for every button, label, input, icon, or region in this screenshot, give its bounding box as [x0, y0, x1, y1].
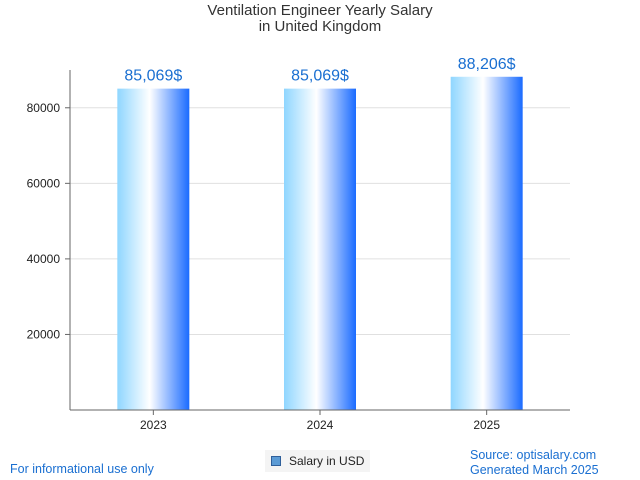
- bar-value-label: 85,069$: [291, 68, 349, 85]
- y-tick-label: 40000: [27, 252, 61, 266]
- source-text: Source: optisalary.com: [470, 448, 597, 462]
- bar: [284, 88, 356, 410]
- bar: [117, 88, 190, 410]
- axes: [65, 70, 570, 415]
- chart-title-line-2: in United Kingdom: [258, 18, 382, 35]
- bar: [450, 76, 523, 410]
- legend[interactable]: Salary in USD: [265, 450, 371, 472]
- labels: 20000 40000 60000 80000 85,069$ 2023 85,069$ 20…: [27, 56, 516, 432]
- chart-title-line-1: Ventilation Engineer Yearly Salary: [207, 2, 433, 19]
- bar-value-label: 88,206$: [458, 56, 516, 73]
- bars: [117, 76, 523, 410]
- x-tick-label: 2024: [307, 418, 334, 432]
- legend-swatch-icon: [271, 456, 281, 466]
- y-tick-label: 20000: [27, 327, 61, 341]
- y-tick-label: 60000: [27, 176, 61, 190]
- chart-title: Ventilation Engineer Yearly Salary in Un…: [0, 3, 640, 35]
- legend-label: Salary in USD: [289, 454, 365, 468]
- generated-text: Generated March 2025: [470, 463, 599, 477]
- disclaimer: For informational use only: [10, 462, 154, 476]
- x-tick-label: 2025: [473, 418, 500, 432]
- x-tick-label: 2023: [140, 418, 167, 432]
- bar-value-label: 85,069$: [124, 68, 182, 85]
- source-info: Source: optisalary.com Generated March 2…: [470, 448, 599, 478]
- y-tick-label: 80000: [27, 101, 61, 115]
